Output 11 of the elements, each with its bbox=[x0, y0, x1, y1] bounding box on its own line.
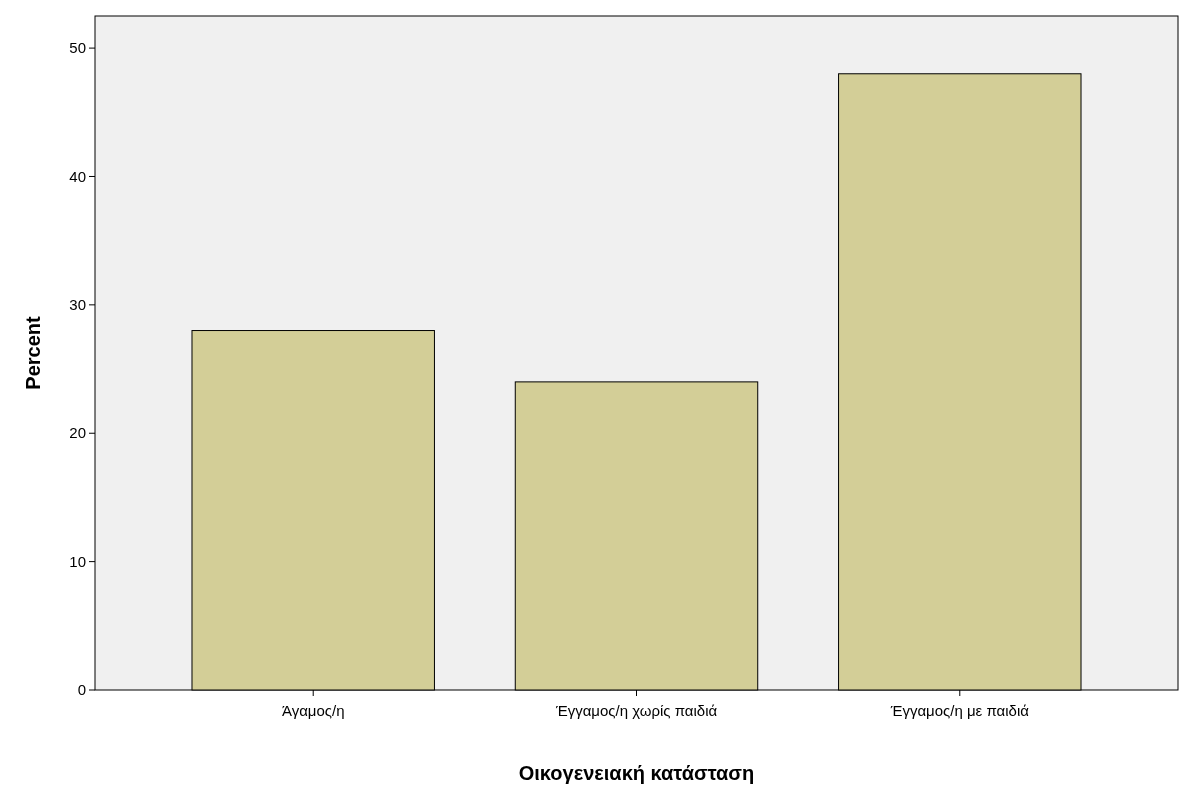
x-tick-label: Άγαμος/η bbox=[281, 702, 345, 719]
y-tick-label: 40 bbox=[69, 167, 86, 185]
x-axis-title: Οικογενειακή κατάσταση bbox=[518, 762, 755, 784]
y-tick-label: 20 bbox=[69, 424, 86, 442]
y-tick-label: 30 bbox=[69, 296, 86, 314]
x-tick-label: Έγγαμος/η χωρίς παιδιά bbox=[554, 702, 718, 719]
y-axis-title: Percent bbox=[22, 315, 44, 390]
y-tick-label: 10 bbox=[69, 552, 86, 570]
x-tick-label: Έγγαμος/η με παιδιά bbox=[889, 702, 1030, 719]
y-tick-label: 0 bbox=[77, 681, 86, 699]
y-tick-label: 50 bbox=[69, 39, 86, 57]
